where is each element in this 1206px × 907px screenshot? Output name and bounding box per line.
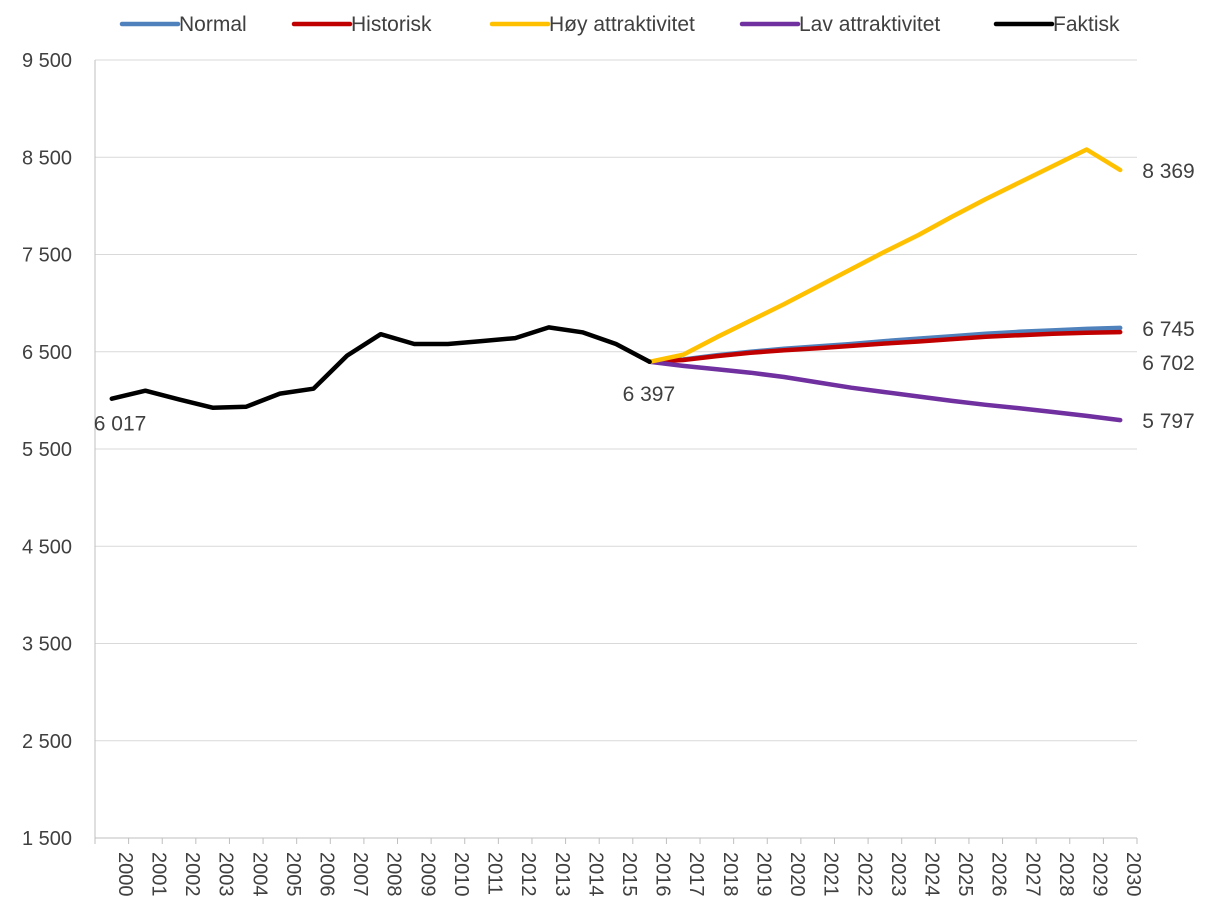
legend-label: Faktisk: [1053, 13, 1120, 36]
x-tick-label: 2018: [719, 852, 741, 897]
y-tick-label: 3 500: [22, 634, 72, 656]
y-tick-label: 5 500: [22, 439, 72, 461]
series-line-lav-attraktivitet: [647, 359, 1123, 423]
legend-item-normal: Normal: [119, 13, 247, 36]
x-tick-label: 2013: [551, 852, 573, 897]
series-line-faktisk: [109, 325, 652, 410]
x-tick-label: 2000: [114, 852, 136, 897]
x-tick-label: 2014: [584, 852, 606, 897]
legend-label: Historisk: [351, 13, 432, 36]
data-label-faktisk: 6 017: [94, 413, 147, 436]
y-tick-label: 2 500: [22, 731, 72, 753]
y-tick-label: 4 500: [22, 536, 72, 558]
axes: [94, 60, 1138, 844]
legend-item-historisk: Historisk: [291, 13, 432, 36]
data-label-lav-attraktivitet: 5 797: [1142, 410, 1195, 433]
data-label-faktisk: 6 397: [623, 383, 676, 406]
x-tick-label: 2017: [685, 852, 707, 897]
x-tick-label: 2021: [820, 852, 842, 897]
x-tick-label: 2010: [450, 852, 472, 897]
x-tick-label: 2030: [1122, 852, 1144, 897]
x-tick-label: 2016: [652, 852, 674, 897]
x-tick-label: 2005: [282, 852, 304, 897]
gridlines: [95, 59, 1137, 742]
x-tick-label: 2024: [921, 852, 943, 897]
legend-item-hoy-attraktivitet: Høy attraktivitet: [489, 13, 695, 36]
data-label-normal: 6 745: [1142, 318, 1195, 341]
x-tick-label: 2026: [988, 852, 1010, 897]
legend-item-faktisk: Faktisk: [993, 13, 1120, 36]
y-tick-label: 9 500: [22, 50, 72, 72]
series-line-historisk: [647, 329, 1123, 365]
x-tick-label: 2007: [349, 852, 371, 897]
x-tick-label: 2009: [416, 852, 438, 897]
data-labels: 6 017 6 397 8 369 6 745 6 702 5 797: [94, 160, 1195, 436]
x-tick-label: 2023: [887, 852, 909, 897]
y-axis-tick-labels: 1 500 2 500 3 500 4 500 5 500 6 500 7 500 8 500…: [22, 50, 72, 850]
legend-label: Lav attraktivitet: [799, 13, 940, 36]
series-lines: [109, 147, 1123, 423]
x-tick-label: 2011: [484, 852, 506, 895]
x-tick-label: 2003: [215, 852, 237, 897]
x-tick-label: 2028: [1055, 852, 1077, 897]
x-tick-label: 2025: [954, 852, 976, 897]
legend-label: Høy attraktivitet: [549, 13, 695, 36]
data-label-historisk: 6 702: [1142, 352, 1195, 375]
x-tick-label: 2029: [1089, 852, 1111, 897]
x-tick-label: 2006: [315, 852, 337, 897]
legend-label: Normal: [179, 13, 247, 36]
x-tick-label: 2022: [853, 852, 875, 897]
x-tick-label: 2020: [786, 852, 808, 897]
series-line-hoy-attraktivitet: [647, 147, 1123, 365]
x-tick-label: 2027: [1021, 852, 1043, 897]
y-tick-label: 7 500: [22, 245, 72, 267]
legend-item-lav-attraktivitet: Lav attraktivitet: [739, 13, 940, 36]
x-tick-label: 2008: [383, 852, 405, 897]
x-tick-label: 2001: [147, 852, 169, 897]
x-tick-label: 2002: [181, 852, 203, 897]
y-tick-label: 1 500: [22, 828, 72, 850]
y-tick-label: 8 500: [22, 147, 72, 169]
x-tick-label: 2015: [618, 852, 640, 897]
legend: Normal Historisk Høy attraktivitet Lav attr…: [119, 13, 1120, 36]
x-axis-tick-labels: 2000 2001 2002 2003 2004 2005 2006 2007 2008 2009…: [114, 852, 1144, 897]
x-tick-label: 2019: [752, 852, 774, 897]
x-tick-label: 2012: [517, 852, 539, 897]
data-label-hoy-attraktivitet: 8 369: [1142, 160, 1195, 183]
x-tick-label: 2004: [248, 852, 270, 897]
y-tick-label: 6 500: [22, 342, 72, 364]
